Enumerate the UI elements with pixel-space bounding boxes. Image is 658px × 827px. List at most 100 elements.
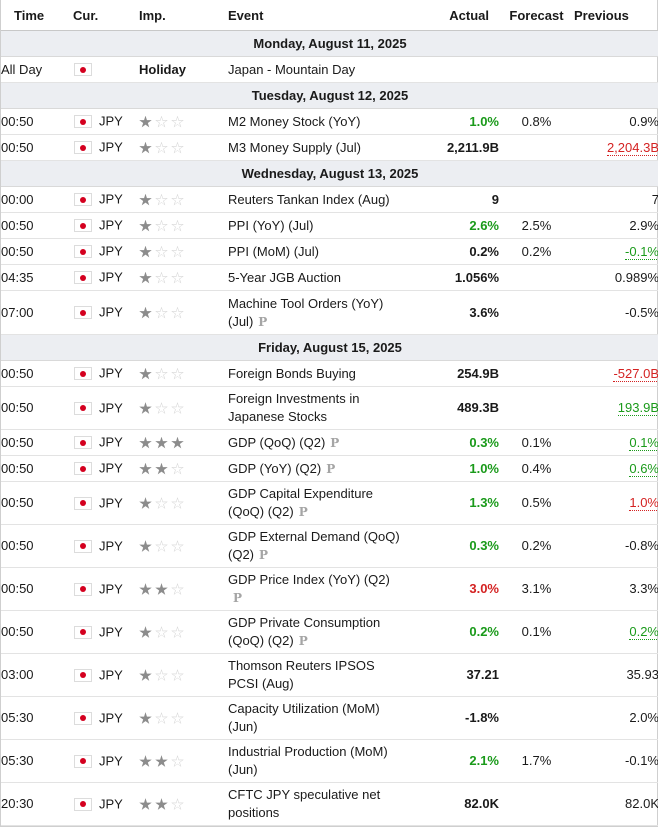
event-row[interactable]: 00:50 JPY GDP Private Consumption (QoQ) (Q…: [1, 610, 658, 654]
event-currency: JPY: [73, 782, 139, 826]
event-row[interactable]: 00:50 JPY Foreign Investments in Japanese …: [1, 386, 658, 430]
japan-flag-icon: [74, 271, 92, 285]
event-forecast: [499, 782, 574, 826]
event-cell[interactable]: GDP Price Index (YoY) (Q2) P: [228, 567, 408, 611]
japan-flag-icon: [74, 115, 92, 129]
event-name[interactable]: GDP Capital Expenditure (QoQ) (Q2): [228, 486, 374, 519]
event-cell[interactable]: PPI (MoM) (Jul): [228, 238, 408, 265]
event-row[interactable]: 00:50 JPY GDP Price Index (YoY) (Q2)P 3.0% 3…: [1, 567, 658, 611]
star-filled-icon: [139, 462, 152, 475]
event-previous: -0.1%: [574, 238, 658, 265]
col-time[interactable]: Time: [1, 0, 73, 31]
event-name[interactable]: GDP (QoQ) (Q2): [228, 434, 326, 450]
event-row[interactable]: 00:50 JPY PPI (YoY) (Jul) 2.6% 2.5% 2.9%: [1, 212, 658, 239]
event-row[interactable]: 04:35 JPY 5-Year JGB Auction 1.056% 0.989%: [1, 264, 658, 291]
event-name[interactable]: M3 Money Supply (Jul): [228, 139, 361, 155]
event-name[interactable]: Capacity Utilization (MoM) (Jun): [228, 701, 380, 734]
event-cell[interactable]: Reuters Tankan Index (Aug): [228, 186, 408, 213]
event-forecast: 0.5%: [499, 481, 574, 525]
event-name[interactable]: GDP Private Consumption (QoQ) (Q2): [228, 615, 381, 648]
event-row[interactable]: 03:00 JPY Thomson Reuters IPSOS PCSI (Aug)…: [1, 653, 658, 697]
event-currency: JPY: [73, 212, 139, 239]
event-name[interactable]: GDP Price Index (YoY) (Q2): [228, 572, 390, 587]
previous-value[interactable]: 0.6%: [629, 460, 658, 477]
event-name[interactable]: 5-Year JGB Auction: [228, 269, 341, 285]
event-name[interactable]: Thomson Reuters IPSOS PCSI (Aug): [228, 658, 375, 691]
star-filled-icon: [139, 755, 152, 767]
event-name[interactable]: Industrial Production (MoM) (Jun): [228, 744, 388, 777]
event-time: 00:50: [1, 386, 73, 430]
event-name[interactable]: Machine Tool Orders (YoY) (Jul): [228, 295, 384, 329]
event-row[interactable]: 00:50 JPY GDP (YoY) (Q2) P 1.0% 0.4% 0.6%: [1, 455, 658, 482]
event-name[interactable]: GDP (YoY) (Q2): [228, 460, 322, 476]
col-event[interactable]: Event: [228, 0, 408, 31]
event-cell[interactable]: Foreign Bonds Buying: [228, 360, 408, 387]
actual-value: 2,211.9B: [446, 139, 499, 155]
importance-stars: [139, 755, 184, 768]
event-cell[interactable]: GDP Capital Expenditure (QoQ) (Q2) P: [228, 481, 408, 525]
col-currency[interactable]: Cur.: [73, 0, 139, 31]
star-filled-icon: [139, 115, 152, 128]
currency-code: JPY: [99, 191, 123, 207]
event-cell[interactable]: 5-Year JGB Auction: [228, 264, 408, 291]
event-cell[interactable]: Industrial Production (MoM) (Jun): [228, 739, 408, 783]
previous-value[interactable]: -0.1%: [625, 243, 658, 260]
importance-stars: [139, 583, 184, 596]
star-empty-icon: [155, 141, 168, 154]
event-row[interactable]: 00:50 JPY M2 Money Stock (YoY) 1.0% 0.8% 0.9%: [1, 108, 658, 135]
star-empty-icon: [171, 306, 184, 319]
previous-value[interactable]: 0.2%: [629, 624, 658, 640]
event-importance: [139, 134, 228, 161]
event-row[interactable]: 05:30 JPY Capacity Utilization (MoM) (Jun)…: [1, 696, 658, 740]
event-row[interactable]: 00:00 JPY Reuters Tankan Index (Aug) 9 7: [1, 186, 658, 213]
event-name[interactable]: Reuters Tankan Index (Aug): [228, 191, 390, 207]
event-cell[interactable]: GDP Private Consumption (QoQ) (Q2) P: [228, 610, 408, 654]
event-cell[interactable]: M3 Money Supply (Jul): [228, 134, 408, 161]
event-cell[interactable]: Machine Tool Orders (YoY) (Jul) P: [228, 290, 408, 335]
event-cell[interactable]: M2 Money Stock (YoY): [228, 108, 408, 135]
event-importance: [139, 290, 228, 335]
previous-value[interactable]: 193.9B: [617, 400, 658, 416]
event-cell[interactable]: PPI (YoY) (Jul): [228, 212, 408, 239]
event-cell[interactable]: GDP External Demand (QoQ) (Q2) P: [228, 524, 408, 568]
previous-value[interactable]: 1.0%: [629, 495, 658, 511]
event-row[interactable]: 00:50 JPY GDP Capital Expenditure (QoQ) (Q…: [1, 481, 658, 525]
event-row[interactable]: All Day Holiday Japan - Mountain Day: [1, 56, 658, 83]
event-cell[interactable]: Capacity Utilization (MoM) (Jun): [228, 696, 408, 740]
event-row[interactable]: 07:00 JPY Machine Tool Orders (YoY) (Jul) P…: [1, 290, 658, 335]
event-forecast: [499, 360, 574, 387]
event-name[interactable]: Foreign Bonds Buying: [228, 365, 356, 381]
event-currency: JPY: [73, 264, 139, 291]
event-name[interactable]: CFTC JPY speculative net positions: [228, 787, 381, 820]
event-cell[interactable]: GDP (QoQ) (Q2) P: [228, 429, 408, 456]
event-name[interactable]: PPI (MoM) (Jul): [228, 243, 319, 259]
previous-value[interactable]: 2,204.3B: [606, 139, 658, 156]
event-row[interactable]: 05:30 JPY Industrial Production (MoM) (Jun…: [1, 739, 658, 783]
event-actual: 489.3B: [408, 386, 499, 430]
event-name[interactable]: M2 Money Stock (YoY): [228, 113, 361, 129]
event-row[interactable]: 00:50 JPY Foreign Bonds Buying 254.9B -527.0…: [1, 360, 658, 387]
event-name[interactable]: PPI (YoY) (Jul): [228, 217, 314, 233]
event-row[interactable]: 00:50 JPY PPI (MoM) (Jul) 0.2% 0.2% -0.1%: [1, 238, 658, 265]
event-row[interactable]: 20:30 JPY CFTC JPY speculative net positio…: [1, 782, 658, 826]
event-cell[interactable]: Foreign Investments in Japanese Stocks: [228, 386, 408, 430]
event-forecast: [499, 653, 574, 697]
event-name[interactable]: Japan - Mountain Day: [228, 61, 356, 77]
event-row[interactable]: 00:50 JPY GDP External Demand (QoQ) (Q2) P 0…: [1, 524, 658, 568]
event-row[interactable]: 00:50 JPY GDP (QoQ) (Q2) P 0.3% 0.1% 0.1%: [1, 429, 658, 456]
event-cell[interactable]: Thomson Reuters IPSOS PCSI (Aug): [228, 653, 408, 697]
col-previous[interactable]: Previous: [574, 0, 658, 31]
col-actual[interactable]: Actual: [408, 0, 499, 31]
event-name[interactable]: Foreign Investments in Japanese Stocks: [228, 391, 360, 424]
event-currency: JPY: [73, 739, 139, 783]
event-cell[interactable]: CFTC JPY speculative net positions: [228, 782, 408, 826]
col-importance[interactable]: Imp.: [139, 0, 228, 31]
event-cell[interactable]: GDP (YoY) (Q2) P: [228, 455, 408, 482]
event-cell[interactable]: Japan - Mountain Day: [228, 56, 408, 83]
col-forecast[interactable]: Forecast: [499, 0, 574, 31]
previous-value[interactable]: -527.0B: [613, 365, 658, 382]
previous-value[interactable]: 0.1%: [629, 434, 658, 451]
actual-value: 1.0%: [469, 113, 499, 129]
event-name[interactable]: GDP External Demand (QoQ) (Q2): [228, 529, 400, 562]
event-row[interactable]: 00:50 JPY M3 Money Supply (Jul) 2,211.9B 2,2…: [1, 134, 658, 161]
